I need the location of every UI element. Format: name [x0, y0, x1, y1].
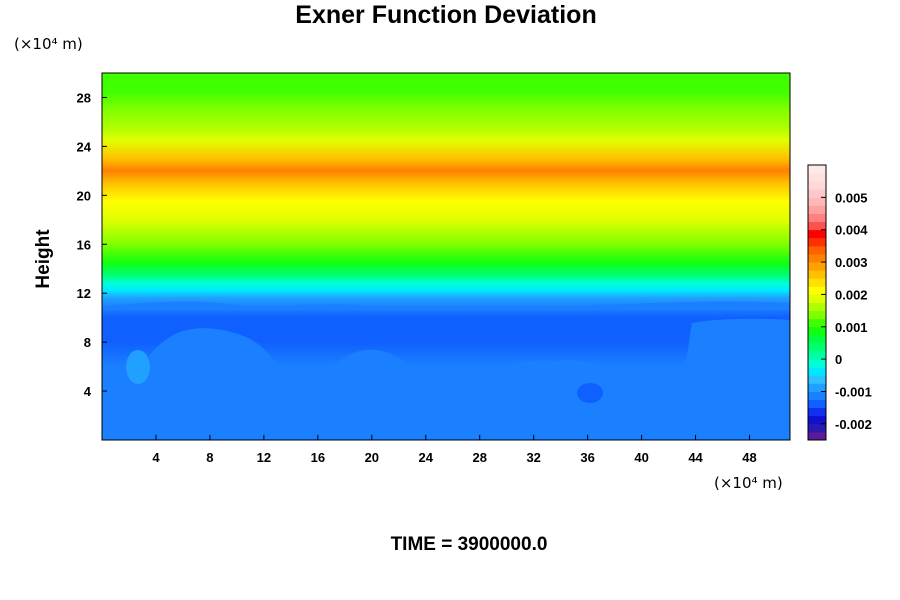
x-tick-label: 16	[311, 450, 325, 465]
colorbar-swatch	[808, 197, 826, 206]
colorbar-swatch	[808, 342, 826, 352]
colorbar-swatch	[808, 375, 826, 384]
x-axis-ticks: 4 8 12 16 20 24 28 32 36 40 44 48	[152, 435, 757, 465]
colorbar-swatch	[808, 278, 826, 287]
y-axis-label: Height	[33, 229, 54, 289]
colorbar-swatch	[808, 245, 826, 255]
colorbar-swatch	[808, 270, 826, 279]
lower-layer-contours	[102, 301, 790, 425]
x-tick-label: 48	[742, 450, 756, 465]
x-tick-label: 28	[472, 450, 486, 465]
colorbar-swatch	[808, 213, 826, 223]
y-tick-label: 16	[77, 237, 91, 252]
colorbar-tick-label: 0	[835, 352, 842, 367]
x-tick-label: 36	[580, 450, 594, 465]
x-tick-label: 44	[688, 450, 703, 465]
colorbar-swatch	[808, 399, 826, 409]
plot-frame	[101, 72, 791, 441]
time-label: TIME = 3900000.0	[391, 534, 548, 555]
colorbar-tick-label: -0.001	[835, 384, 872, 399]
colorbar-tick-label: 0.004	[835, 223, 868, 238]
colorbar-tick-label: -0.002	[835, 417, 872, 432]
x-tick-label: 24	[419, 450, 434, 465]
colorbar-swatch	[808, 310, 826, 320]
y-tick-label: 12	[77, 286, 91, 301]
colorbar-frame	[807, 164, 827, 441]
contour-right-region	[680, 318, 790, 390]
colorbar-swatch	[808, 262, 826, 271]
colorbar-tick-label: 0.001	[835, 320, 868, 335]
colorbar-swatch	[808, 391, 826, 400]
colorbar-swatch	[808, 326, 826, 336]
colorbar-swatch	[808, 383, 826, 392]
colorbar-swatch	[808, 334, 826, 344]
contour-lower-region	[102, 328, 645, 425]
contour-upper-band	[102, 301, 790, 310]
colorbar-swatch	[808, 253, 826, 263]
colorbar-swatch	[808, 367, 826, 376]
x-tick-label: 12	[257, 450, 271, 465]
colorbar-swatch	[808, 221, 826, 231]
colorbar-swatch	[808, 165, 826, 174]
colorbar-swatch	[808, 351, 826, 360]
colorbar-swatch	[808, 229, 826, 239]
colorbar-swatch	[808, 407, 826, 417]
chart-title: Exner Function Deviation	[295, 1, 596, 29]
colorbar-swatch	[808, 423, 826, 433]
contour-small-blob	[333, 327, 343, 331]
contour-min-blob	[577, 383, 603, 403]
colorbar-swatch	[808, 359, 826, 368]
y-tick-label: 20	[77, 188, 91, 203]
colorbar-tick-label: 0.003	[835, 255, 868, 270]
colorbar-swatch	[808, 189, 826, 198]
x-tick-label: 20	[365, 450, 379, 465]
colorbar-swatch	[808, 302, 826, 311]
colorbar-swatch	[808, 237, 826, 247]
y-tick-label: 4	[84, 384, 92, 399]
colorbar-swatch	[808, 173, 826, 182]
colorbar: -0.002 -0.001 0 0.001 0.002 0.003 0.004 0.005	[807, 164, 872, 441]
colorbar-swatch	[808, 181, 826, 190]
y-tick-label: 24	[77, 139, 92, 154]
contour-left-lobe	[126, 350, 150, 384]
colorbar-swatch	[808, 415, 826, 425]
x-tick-label: 40	[634, 450, 648, 465]
y-unit-label: (×10⁴ m)	[14, 35, 83, 53]
x-tick-label: 32	[526, 450, 540, 465]
colorbar-tick-label: 0.005	[835, 190, 868, 205]
colorbar-tick-label: 0.002	[835, 287, 868, 302]
colorbar-swatch	[808, 205, 826, 214]
y-tick-label: 8	[84, 335, 91, 350]
plot-area	[101, 72, 791, 441]
x-tick-label: 8	[206, 450, 213, 465]
colorbar-swatch	[808, 431, 826, 441]
x-unit-label: (×10⁴ m)	[714, 474, 783, 492]
y-tick-label: 28	[77, 90, 91, 105]
colorbar-swatch	[808, 286, 826, 295]
y-axis-ticks: 4 8 12 16 20 24 28	[77, 90, 107, 399]
colorbar-swatch	[808, 318, 826, 328]
x-tick-label: 4	[152, 450, 160, 465]
colorbar-swatch	[808, 294, 826, 303]
